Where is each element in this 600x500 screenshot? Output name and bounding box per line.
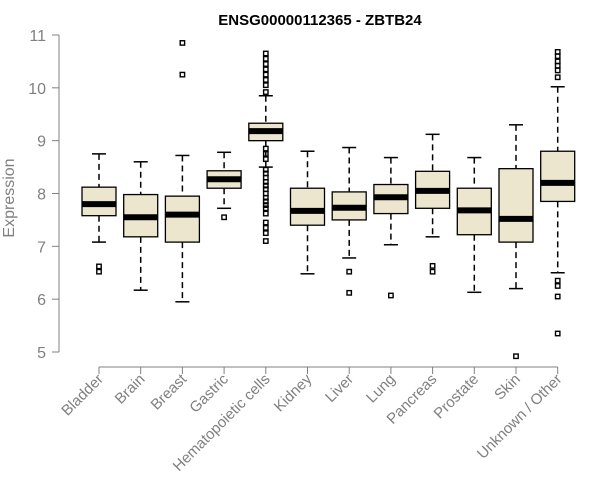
chart-title: ENSG00000112365 - ZBTB24 [218, 12, 422, 29]
y-tick-label: 10 [28, 81, 46, 98]
box-breast [164, 40, 201, 303]
outlier-point [262, 178, 269, 185]
outlier-point [262, 230, 269, 237]
box-gastric [206, 151, 242, 221]
iqr-box [540, 150, 576, 203]
box-unknown-other [540, 49, 576, 337]
outlier-point [262, 219, 269, 226]
outlier-point [262, 50, 269, 57]
outlier-point [96, 263, 102, 270]
boxes [81, 40, 576, 360]
outlier-point [554, 277, 561, 284]
outlier-point [262, 82, 269, 89]
x-tick-label: Breast [148, 370, 191, 413]
x-tick-label: Liver [322, 371, 357, 406]
y-tick-label: 11 [29, 28, 46, 45]
outlier-point [221, 214, 227, 221]
x-tick-label: Lung [363, 371, 399, 407]
outlier-point [262, 77, 269, 83]
outlier-point [262, 210, 269, 217]
outlier-point [262, 238, 269, 244]
outlier-point [554, 330, 561, 337]
outlier-point [262, 156, 269, 163]
outlier-point [513, 353, 519, 360]
outlier-point [262, 205, 269, 212]
outlier-point [554, 62, 561, 69]
iqr-box [498, 168, 534, 243]
outlier-point [96, 268, 102, 275]
box-pancreas [414, 133, 451, 275]
box-hematopoietic-cells [248, 50, 284, 244]
outlier-point [554, 74, 561, 81]
outlier-point [262, 150, 269, 157]
outlier-point [262, 194, 269, 201]
box-brain [123, 161, 159, 291]
box-prostate [456, 156, 492, 294]
box-skin [498, 124, 534, 360]
outlier-point [262, 71, 269, 78]
axes: 5 6 7 8 9 10 11 [28, 28, 558, 368]
y-tick-label: 9 [37, 134, 46, 151]
outlier-point [262, 166, 269, 173]
outlier-point [554, 293, 561, 300]
iqr-box [289, 187, 326, 226]
outlier-point [179, 71, 186, 78]
outlier-point [262, 202, 269, 209]
outlier-point [262, 182, 269, 189]
x-tick-label: Bladder [58, 371, 107, 420]
outlier-point [429, 262, 436, 269]
outlier-point [388, 292, 394, 299]
outlier-point [554, 53, 561, 60]
outlier-point [554, 283, 561, 289]
x-tick-label: Prostate [431, 371, 483, 423]
outlier-point [262, 55, 269, 62]
y-tick-label: 8 [37, 187, 46, 204]
outlier-point [262, 66, 269, 73]
outlier-point [262, 89, 269, 95]
outlier-point [179, 40, 186, 46]
box-liver [331, 146, 367, 296]
box-kidney [289, 150, 326, 275]
box-bladder [81, 153, 117, 275]
outlier-point [429, 268, 436, 275]
outlier-point [262, 198, 269, 205]
x-tick-label: Brain [112, 371, 149, 408]
outlier-point [262, 224, 269, 231]
y-tick-label: 6 [37, 292, 46, 309]
x-tick-label: Kidney [271, 370, 316, 415]
iqr-box [164, 195, 201, 243]
y-tick-label: 5 [37, 345, 46, 362]
x-tick-label: Skin [491, 371, 524, 404]
outlier-point [554, 67, 561, 74]
outlier-point [262, 61, 269, 67]
box-lung [373, 156, 409, 299]
y-tick-label: 7 [37, 239, 46, 256]
outlier-point [262, 145, 269, 152]
outlier-point [346, 268, 353, 275]
y-axis-label: Expression [1, 158, 18, 237]
outlier-point [346, 289, 353, 296]
